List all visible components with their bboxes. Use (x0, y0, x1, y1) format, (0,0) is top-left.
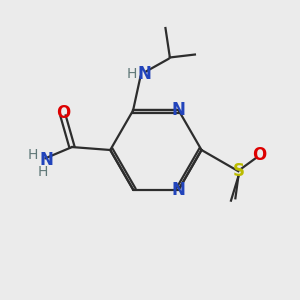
Text: O: O (252, 146, 267, 164)
Text: N: N (172, 101, 186, 119)
Text: N: N (137, 65, 151, 83)
Text: N: N (172, 181, 186, 199)
Text: S: S (232, 162, 244, 180)
Text: N: N (39, 151, 53, 169)
Text: H: H (37, 165, 48, 179)
Text: O: O (56, 103, 70, 122)
Text: H: H (127, 67, 137, 81)
Text: H: H (28, 148, 38, 162)
